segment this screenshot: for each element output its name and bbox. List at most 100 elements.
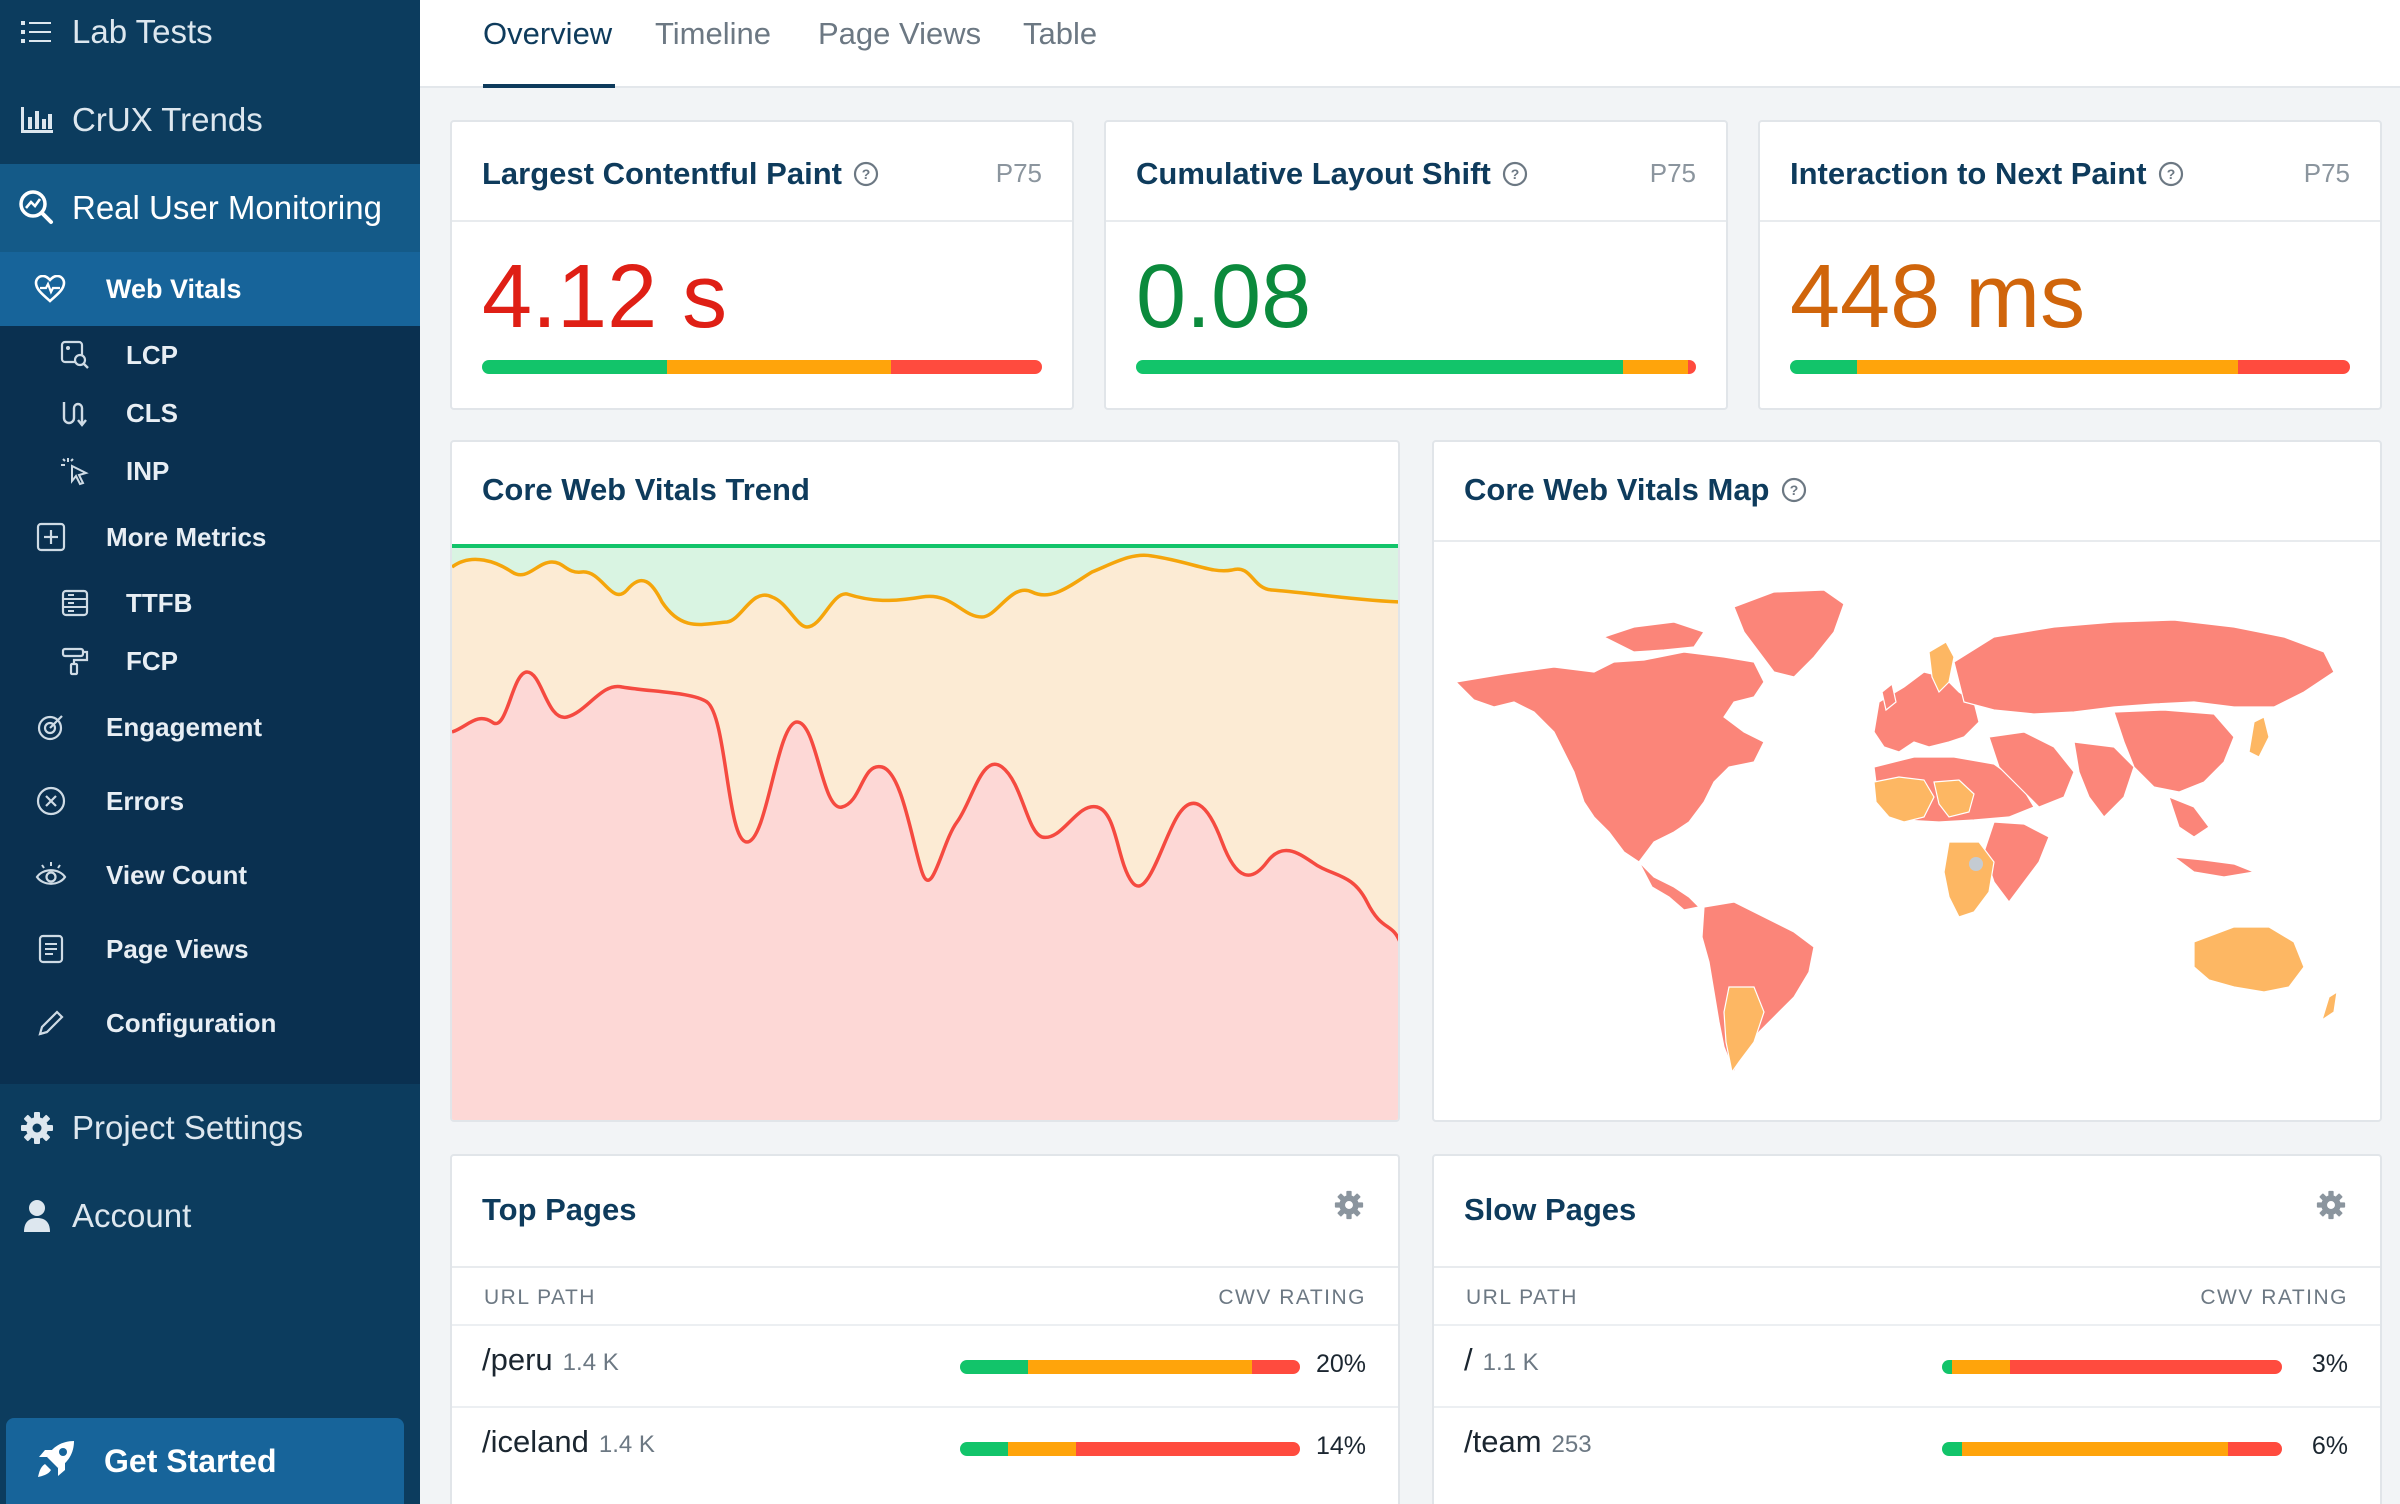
sidebar-label: Account bbox=[72, 1197, 192, 1234]
map-region-south-america bbox=[1701, 901, 1815, 1074]
tab-page-views[interactable]: Page Views bbox=[818, 16, 982, 51]
poor-zone bbox=[452, 672, 1398, 1120]
sidebar-item-fcp[interactable]: FCP bbox=[0, 632, 420, 690]
map-region-japan bbox=[2248, 716, 2270, 758]
svg-text:?: ? bbox=[862, 166, 871, 182]
kpi-card-cls: Cumulative Layout Shift ? P75 0.08 bbox=[1104, 120, 1728, 410]
map-region-no-data bbox=[1969, 857, 1983, 871]
sidebar-label: Real User Monitoring bbox=[72, 189, 382, 226]
tab-timeline[interactable]: Timeline bbox=[655, 16, 771, 51]
map-region-southern-africa bbox=[1943, 841, 1995, 918]
divider bbox=[1760, 220, 2380, 222]
svg-text:?: ? bbox=[1511, 166, 1520, 182]
sidebar-item-account[interactable]: Account bbox=[0, 1172, 420, 1260]
divider bbox=[452, 220, 1072, 222]
table-row[interactable]: / 1.1 K 3% bbox=[1434, 1324, 2380, 1406]
map-region-central-africa bbox=[1933, 779, 1975, 818]
percentile-label: P75 bbox=[995, 158, 1042, 188]
kpi-card-inp: Interaction to Next Paint ? P75 448 ms bbox=[1758, 120, 2382, 410]
good-segment bbox=[482, 360, 667, 374]
sidebar-item-project-settings[interactable]: Project Settings bbox=[0, 1084, 420, 1172]
sidebar-item-ttfb[interactable]: TTFB bbox=[0, 574, 420, 632]
trend-card: Core Web Vitals Trend bbox=[450, 440, 1400, 1122]
pointer-click-icon bbox=[58, 454, 92, 488]
sidebar-item-lcp[interactable]: LCP bbox=[0, 326, 420, 384]
sidebar-item-cls[interactable]: CLS bbox=[0, 384, 420, 442]
cwv-rating-bar bbox=[960, 1442, 1300, 1456]
settings-gear-icon[interactable] bbox=[1334, 1190, 1364, 1225]
cwv-rating-pct: 20% bbox=[1315, 1350, 1366, 1378]
needs-improvement-segment bbox=[1962, 1442, 2228, 1456]
sidebar-label: View Count bbox=[106, 859, 248, 890]
cwv-rating-bar bbox=[1942, 1360, 2282, 1374]
url-path[interactable]: / bbox=[1464, 1342, 1473, 1377]
tab-overview[interactable]: Overview bbox=[483, 16, 613, 51]
slow-pages-card: Slow Pages URL PATH CWV RATING / 1.1 K 3%… bbox=[1432, 1154, 2382, 1504]
sidebar-item-inp[interactable]: INP bbox=[0, 442, 420, 500]
sidebar-label: More Metrics bbox=[106, 521, 267, 552]
needs-improvement-segment bbox=[1028, 1360, 1253, 1374]
sidebar-item-more-metrics[interactable]: More Metrics bbox=[0, 508, 420, 566]
get-started-button[interactable]: Get Started bbox=[6, 1418, 404, 1504]
map-region-north-america bbox=[1454, 651, 1765, 863]
target-icon bbox=[34, 710, 68, 744]
kpi-distribution-bar bbox=[1790, 360, 2350, 374]
cwv-rating-pct: 14% bbox=[1315, 1432, 1366, 1460]
image-search-icon bbox=[58, 338, 92, 372]
sidebar-item-configuration[interactable]: Configuration bbox=[0, 994, 420, 1052]
sidebar-item-web-vitals[interactable]: Web Vitals bbox=[0, 252, 420, 326]
plus-square-icon bbox=[34, 520, 68, 554]
poor-segment bbox=[2227, 1442, 2282, 1456]
map-region-australia bbox=[2193, 926, 2305, 993]
tab-table[interactable]: Table bbox=[1023, 16, 1098, 51]
needs-improvement-segment bbox=[1007, 1442, 1076, 1456]
map-region-canada-islands bbox=[1602, 621, 1705, 653]
table-row[interactable]: /iceland 1.4 K 14% bbox=[452, 1406, 1398, 1488]
help-icon[interactable]: ? bbox=[1780, 476, 1808, 504]
good-boundary-line bbox=[452, 553, 1398, 629]
world-map bbox=[1454, 589, 2338, 1074]
sidebar-item-page-views[interactable]: Page Views bbox=[0, 920, 420, 978]
pencil-icon bbox=[34, 1006, 68, 1040]
kpi-value: 0.08 bbox=[1136, 247, 1312, 347]
tab-bar: Overview Timeline Page Views Table bbox=[420, 0, 2400, 88]
sidebar-label: FCP bbox=[126, 645, 178, 676]
good-segment bbox=[1136, 360, 1624, 374]
column-header-url: URL PATH bbox=[1466, 1286, 1578, 1309]
sidebar-item-engagement[interactable]: Engagement bbox=[0, 698, 420, 756]
sidebar-label: Errors bbox=[106, 785, 185, 816]
page-count: 1.4 K bbox=[598, 1431, 655, 1458]
sidebar-item-view-count[interactable]: View Count bbox=[0, 846, 420, 904]
help-icon[interactable]: ? bbox=[1501, 160, 1529, 188]
help-icon[interactable]: ? bbox=[852, 160, 880, 188]
column-header-rating: CWV RATING bbox=[2200, 1286, 2348, 1309]
url-path[interactable]: /peru bbox=[482, 1342, 553, 1377]
table-row[interactable]: /peru 1.4 K 20% bbox=[452, 1324, 1398, 1406]
url-path[interactable]: /iceland bbox=[482, 1424, 589, 1459]
poor-boundary-line bbox=[452, 670, 1398, 942]
sidebar-item-crux-trends[interactable]: CrUX Trends bbox=[0, 76, 420, 164]
map-region-new-zealand bbox=[2320, 990, 2338, 1022]
sidebar-item-lab-tests[interactable]: Lab Tests bbox=[0, 0, 420, 76]
map-region-middle-east bbox=[1988, 731, 2075, 808]
sidebar-item-rum[interactable]: Real User Monitoring bbox=[0, 164, 420, 252]
divider bbox=[452, 1266, 1398, 1268]
list-icon bbox=[18, 13, 56, 51]
table-row[interactable]: /team 253 6% bbox=[1434, 1406, 2380, 1488]
settings-gear-icon[interactable] bbox=[2316, 1190, 2346, 1225]
url-path[interactable]: /team bbox=[1464, 1424, 1542, 1459]
eye-icon bbox=[34, 858, 68, 892]
sidebar-item-errors[interactable]: Errors bbox=[0, 772, 420, 830]
map-title: Core Web Vitals Map bbox=[1464, 472, 1770, 507]
column-header-url: URL PATH bbox=[484, 1286, 596, 1309]
sidebar-label: Project Settings bbox=[72, 1109, 304, 1146]
needs-improvement-segment bbox=[666, 360, 891, 374]
trend-chart bbox=[452, 544, 1398, 1120]
kpi-title: Largest Contentful Paint bbox=[482, 156, 842, 191]
sidebar-label: TTFB bbox=[126, 587, 193, 618]
active-tab-indicator bbox=[483, 84, 615, 88]
sidebar-label: Lab Tests bbox=[72, 13, 213, 50]
search-trend-icon bbox=[18, 189, 56, 227]
help-icon[interactable]: ? bbox=[2157, 160, 2185, 188]
good-segment bbox=[1790, 360, 1858, 374]
